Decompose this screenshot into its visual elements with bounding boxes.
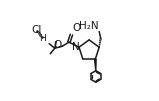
Text: N: N	[72, 42, 80, 52]
Text: Cl: Cl	[31, 25, 41, 35]
Text: O: O	[72, 23, 80, 33]
Polygon shape	[94, 59, 96, 71]
Text: H: H	[39, 34, 46, 43]
Text: O: O	[54, 40, 62, 50]
Text: H₂N: H₂N	[79, 21, 98, 31]
